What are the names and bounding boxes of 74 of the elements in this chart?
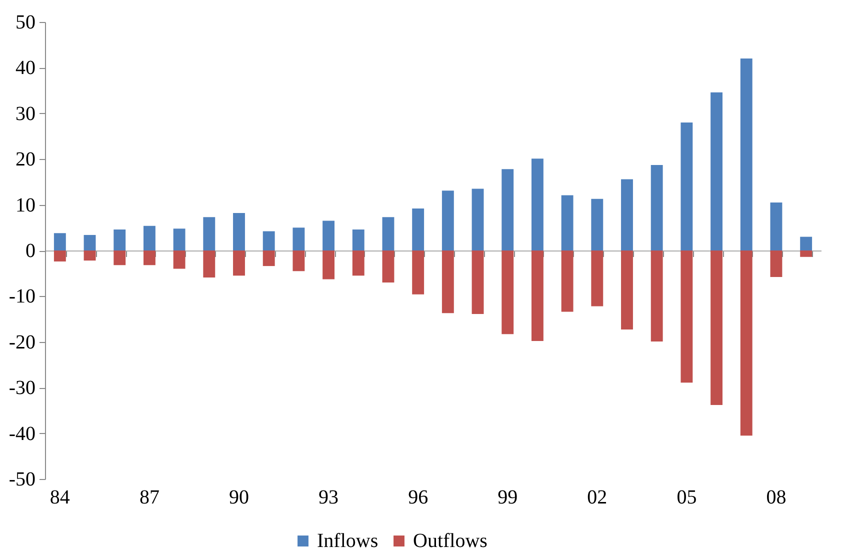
bar	[84, 234, 96, 250]
bar	[114, 229, 126, 250]
x-tick-label: 84	[50, 486, 70, 508]
bar	[54, 250, 66, 262]
bar	[621, 179, 633, 250]
bar	[262, 231, 275, 250]
bar	[382, 250, 394, 282]
bar	[442, 250, 454, 314]
bar	[322, 250, 335, 280]
bar	[531, 250, 544, 341]
bar	[84, 250, 96, 261]
bar	[561, 195, 574, 250]
bar	[412, 208, 424, 250]
legend-label: Outflows	[413, 530, 488, 552]
bar	[292, 250, 305, 272]
x-tick-label: 08	[766, 486, 786, 508]
x-tick-label: 99	[498, 486, 518, 508]
x-tick-label: 96	[408, 486, 428, 508]
bar	[382, 217, 394, 250]
bar	[561, 250, 574, 312]
y-tick-label: -50	[8, 468, 36, 490]
y-tick-label: 0	[26, 240, 36, 262]
bar	[143, 250, 156, 266]
bar	[352, 250, 364, 276]
bar	[800, 250, 812, 257]
x-tick-label: 87	[139, 486, 160, 508]
bar	[173, 250, 186, 269]
bar	[770, 202, 782, 250]
x-tick-label: 02	[587, 486, 608, 508]
y-tick-label: -10	[8, 286, 36, 308]
y-tick-label: 40	[16, 57, 36, 80]
bar	[591, 198, 604, 250]
bar	[472, 250, 484, 314]
bar	[114, 250, 126, 266]
bar	[650, 250, 663, 342]
bar	[54, 233, 66, 250]
bar	[621, 250, 633, 330]
bar	[770, 250, 782, 278]
y-tick-label: 10	[16, 194, 36, 216]
bar	[650, 165, 663, 250]
bar	[680, 250, 693, 383]
bar	[502, 169, 514, 250]
bar	[203, 250, 216, 278]
bar	[203, 217, 216, 250]
bar	[502, 250, 514, 334]
bar	[710, 92, 723, 250]
bar	[233, 250, 245, 276]
bar	[322, 220, 335, 250]
bar	[740, 250, 752, 436]
x-tick-label: 05	[676, 486, 697, 508]
y-tick-label: 50	[16, 12, 36, 34]
bar	[680, 122, 693, 250]
bar	[292, 228, 305, 250]
y-tick-label: 20	[16, 148, 36, 171]
y-tick-label: 30	[16, 102, 36, 125]
bar	[173, 228, 186, 250]
bar	[352, 229, 364, 250]
bar	[710, 250, 723, 405]
legend-label: Inflows	[317, 530, 378, 552]
y-tick-label: -40	[8, 422, 36, 445]
bar	[143, 226, 156, 250]
bar	[412, 250, 424, 294]
y-tick-label: -20	[8, 331, 36, 354]
bar	[591, 250, 604, 306]
bar	[531, 158, 544, 250]
bar	[472, 188, 484, 250]
bar	[442, 190, 454, 250]
y-tick-label: -30	[8, 377, 36, 400]
x-tick-label: 90	[229, 486, 249, 508]
bar	[740, 58, 752, 250]
x-tick-label: 93	[318, 486, 339, 508]
bar	[262, 250, 275, 266]
bar	[800, 236, 812, 250]
bar	[233, 213, 245, 250]
